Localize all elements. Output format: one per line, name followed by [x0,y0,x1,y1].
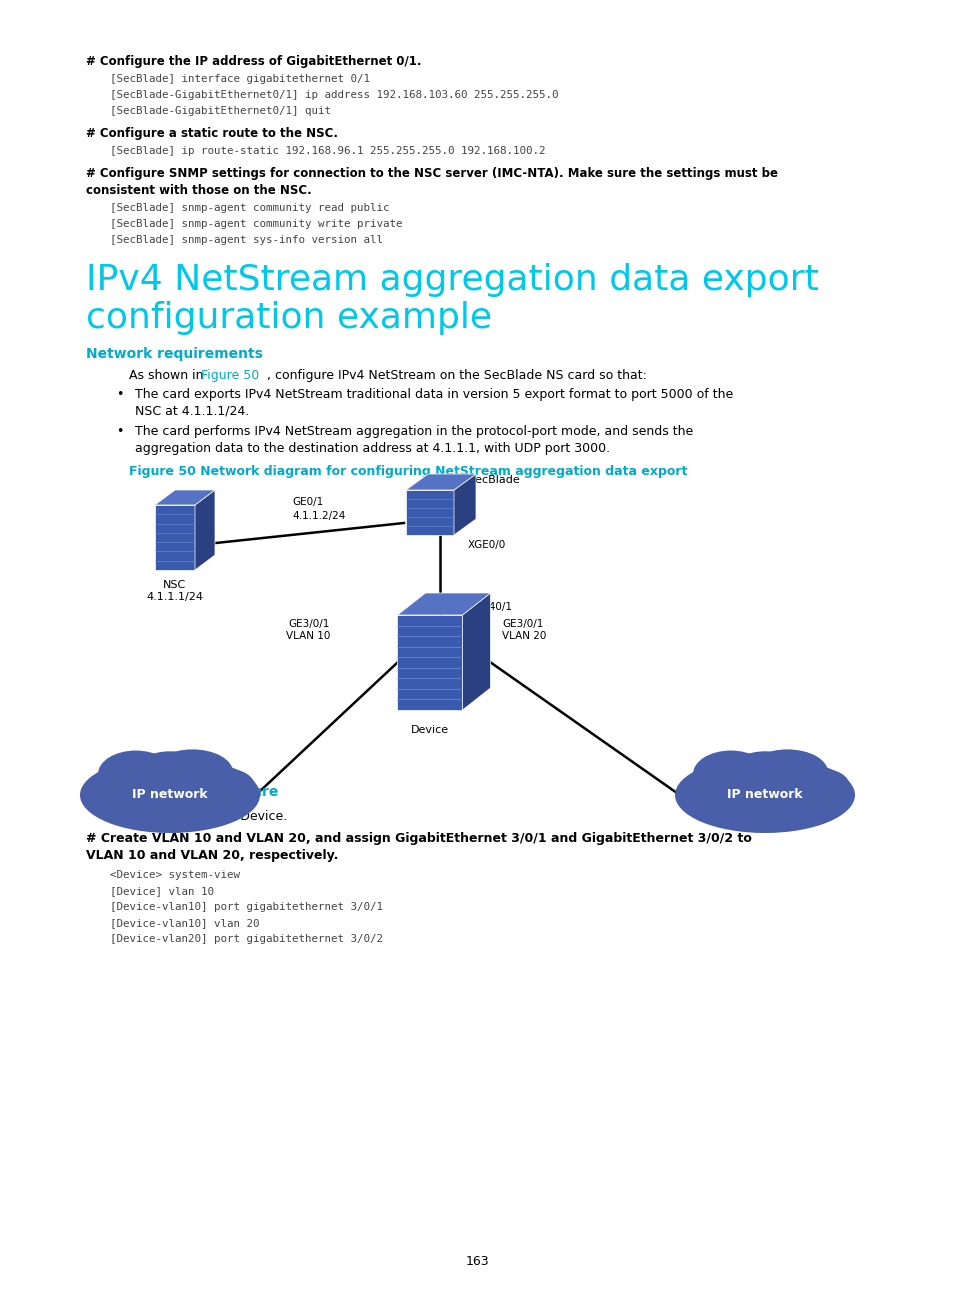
Text: Network requirements: Network requirements [86,347,262,362]
Polygon shape [397,616,462,710]
Polygon shape [154,505,194,570]
Text: # Configure SNMP settings for connection to the NSC server (IMC-NTA). Make sure : # Configure SNMP settings for connection… [86,167,777,197]
Ellipse shape [98,750,173,797]
Text: 1.: 1. [116,810,131,823]
Text: •: • [116,388,124,400]
Text: # Configure a static route to the NSC.: # Configure a static route to the NSC. [86,127,337,140]
Text: [Device] vlan 10: [Device] vlan 10 [110,886,213,896]
Text: GE3/0/1
VLAN 10: GE3/0/1 VLAN 10 [285,618,330,642]
Ellipse shape [679,772,738,804]
Text: [SecBlade] snmp-agent sys-info version all: [SecBlade] snmp-agent sys-info version a… [110,235,382,245]
Ellipse shape [86,772,143,804]
Text: # Configure the IP address of GigabitEthernet 0/1.: # Configure the IP address of GigabitEth… [86,54,421,67]
Text: [Device-vlan10] port gigabitethernet 3/0/1: [Device-vlan10] port gigabitethernet 3/0… [110,902,382,912]
Ellipse shape [80,757,260,833]
Text: 163: 163 [465,1255,488,1267]
Text: IP network: IP network [132,788,208,801]
Text: [SecBlade] interface gigabitethernet 0/1: [SecBlade] interface gigabitethernet 0/1 [110,74,370,84]
Polygon shape [194,490,214,570]
Text: [SecBlade] ip route-static 192.168.96.1 255.255.255.0 192.168.100.2: [SecBlade] ip route-static 192.168.96.1 … [110,146,544,156]
Text: Configure the Device.: Configure the Device. [151,810,287,823]
Polygon shape [154,490,214,505]
Text: [SecBlade] snmp-agent community read public: [SecBlade] snmp-agent community read pub… [110,203,389,213]
Text: •: • [116,425,124,438]
Text: <Device> system-view: <Device> system-view [110,870,239,880]
Text: configuration example: configuration example [86,301,492,334]
Text: IP network: IP network [726,788,802,801]
Polygon shape [462,594,490,710]
Text: [Device-vlan10] vlan 20: [Device-vlan10] vlan 20 [110,918,259,928]
Text: The card exports IPv4 NetStream traditional data in version 5 export format to p: The card exports IPv4 NetStream traditio… [135,388,733,419]
Text: , configure IPv4 NetStream on the SecBlade NS card so that:: , configure IPv4 NetStream on the SecBla… [267,369,646,382]
Ellipse shape [675,757,854,833]
Text: GE0/1: GE0/1 [293,498,323,508]
Polygon shape [397,594,490,616]
Text: XGE40/1: XGE40/1 [468,603,513,612]
Text: Figure 50 Network diagram for configuring NetStream aggregation data export: Figure 50 Network diagram for configurin… [129,465,686,478]
Text: [SecBlade] snmp-agent community write private: [SecBlade] snmp-agent community write pr… [110,219,402,229]
Text: # Create VLAN 10 and VLAN 20, and assign GigabitEthernet 3/0/1 and GigabitEthern: # Create VLAN 10 and VLAN 20, and assign… [86,832,751,862]
Ellipse shape [196,769,254,802]
Text: [SecBlade-GigabitEthernet0/1] quit: [SecBlade-GigabitEthernet0/1] quit [110,106,331,117]
Text: The card performs IPv4 NetStream aggregation in the protocol-port mode, and send: The card performs IPv4 NetStream aggrega… [135,425,693,455]
Text: As shown in: As shown in [129,369,207,382]
Text: XGE0/0: XGE0/0 [468,540,506,550]
Text: IPv4 NetStream aggregation data export: IPv4 NetStream aggregation data export [86,263,818,297]
Text: 4.1.1.2/24: 4.1.1.2/24 [293,511,346,521]
Ellipse shape [692,750,768,797]
Text: Configuration procedure: Configuration procedure [86,785,278,800]
Polygon shape [454,474,476,535]
Text: Figure 50: Figure 50 [200,369,259,382]
Ellipse shape [152,749,233,794]
Text: NSC
4.1.1.1/24: NSC 4.1.1.1/24 [147,581,203,603]
Ellipse shape [730,752,799,789]
Text: [SecBlade-GigabitEthernet0/1] ip address 192.168.103.60 255.255.255.0: [SecBlade-GigabitEthernet0/1] ip address… [110,89,558,100]
Text: SecBlade: SecBlade [468,476,519,485]
Text: Device: Device [411,724,449,735]
Text: GE3/0/1
VLAN 20: GE3/0/1 VLAN 20 [501,618,546,642]
Polygon shape [406,490,454,535]
Ellipse shape [135,752,204,789]
Polygon shape [406,474,476,490]
Ellipse shape [746,749,827,794]
Ellipse shape [791,769,849,802]
Text: [Device-vlan20] port gigabitethernet 3/0/2: [Device-vlan20] port gigabitethernet 3/0… [110,934,382,943]
